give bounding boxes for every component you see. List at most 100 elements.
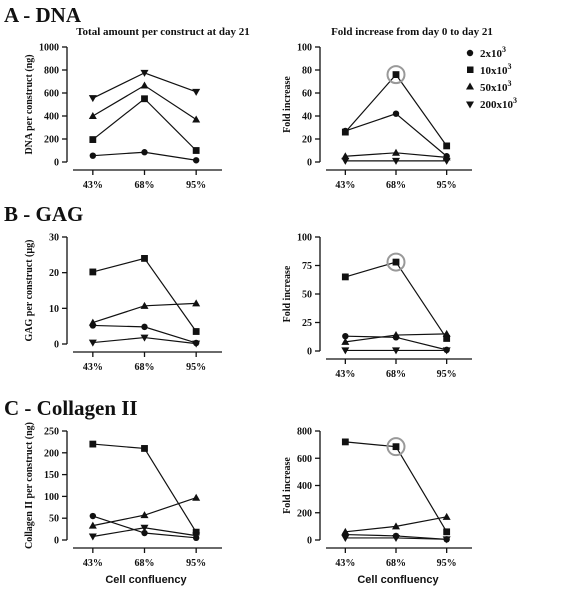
- data-point: [88, 521, 97, 529]
- series-line: [344, 73, 448, 147]
- highlight-ring: [386, 437, 406, 457]
- data-point: [341, 347, 350, 355]
- y-tick-label: 50: [49, 514, 59, 525]
- y-tick-label: 0: [54, 158, 59, 169]
- y-tick-label: 200: [44, 135, 59, 146]
- data-point: [141, 255, 148, 262]
- x-tick-label: 68%: [135, 180, 155, 191]
- series-2: [89, 95, 200, 154]
- data-point: [192, 493, 201, 501]
- y-tick-label: 800: [297, 427, 312, 438]
- data-point: [141, 445, 148, 452]
- y-axis-label: Fold increase: [282, 265, 293, 322]
- chart-a1: 0 200 400 600 800 1000 43% 68% 95% Total amount p…: [24, 26, 250, 191]
- data-point: [192, 147, 200, 154]
- y-axis-label: Collagen II per construct (ng): [24, 422, 35, 549]
- legend-item-4: 200x103: [466, 96, 517, 111]
- x-tick-label: 43%: [335, 180, 355, 191]
- x-tick-label: 68%: [386, 180, 406, 191]
- x-tick-label: 95%: [186, 558, 206, 569]
- series-2: [341, 258, 451, 342]
- data-point: [192, 528, 200, 536]
- x-tick-label: 68%: [135, 362, 155, 373]
- data-point: [89, 152, 97, 159]
- data-point: [140, 81, 149, 89]
- data-point: [141, 95, 148, 103]
- data-point: [141, 529, 148, 537]
- data-point: [89, 268, 97, 276]
- series-3: [88, 81, 201, 123]
- y-tick-label: 0: [307, 536, 312, 547]
- data-point: [442, 347, 451, 355]
- data-point: [341, 534, 350, 542]
- chart-title: Fold increase from day 0 to day 21: [331, 26, 493, 38]
- x-tick-label: 95%: [437, 369, 457, 380]
- series-line: [92, 257, 197, 332]
- series-2: [89, 440, 200, 536]
- chart-b1: 0 10 20 30 43% 68% 95% GAG per construct (µg): [24, 233, 222, 373]
- data-point: [88, 533, 97, 541]
- series-line: [92, 443, 197, 533]
- y-tick-label: 100: [297, 233, 312, 244]
- data-point: [341, 438, 349, 446]
- y-tick-label: 100: [297, 43, 312, 54]
- series-line: [345, 261, 448, 339]
- chart-c2: 0 200 400 600 800 43% 68% 95% Fold increase Cell …: [282, 427, 472, 586]
- series-2: [89, 255, 200, 335]
- chart-a2: 0 20 40 60 80 100 43% 68% 95% Fold increase from …: [282, 26, 493, 191]
- data-point: [140, 524, 149, 532]
- y-axis-label: DNA per construct (ng): [24, 54, 35, 154]
- data-point: [89, 136, 97, 143]
- data-point: [140, 301, 149, 309]
- x-tick-label: 43%: [83, 180, 103, 191]
- series-2: [341, 71, 451, 150]
- data-point: [392, 331, 400, 339]
- data-point: [392, 157, 400, 165]
- data-point: [192, 328, 200, 335]
- y-tick-label: 400: [44, 112, 59, 123]
- data-point: [341, 152, 350, 160]
- data-point: [140, 69, 149, 77]
- data-point: [341, 157, 350, 165]
- data-point: [141, 149, 148, 156]
- data-point: [341, 527, 350, 535]
- series-3: [341, 512, 451, 535]
- series-4: [88, 524, 201, 541]
- data-point: [442, 157, 451, 165]
- y-tick-label: 20: [302, 135, 312, 146]
- y-tick-label: 0: [307, 158, 312, 169]
- y-tick-label: 400: [297, 481, 312, 492]
- data-point: [392, 71, 400, 78]
- legend-marker-circle: [466, 49, 474, 57]
- y-tick-label: 200: [297, 508, 312, 519]
- highlight-ring: [386, 65, 406, 85]
- y-tick-label: 100: [44, 492, 59, 503]
- y-tick-label: 600: [297, 454, 312, 465]
- data-point: [192, 299, 201, 307]
- series-2: [341, 438, 451, 536]
- x-tick-label: 43%: [83, 362, 103, 373]
- x-tick-label: 95%: [186, 180, 206, 191]
- highlight-ring: [386, 252, 406, 272]
- legend-item-2: 10x103: [467, 62, 512, 77]
- y-tick-label: 200: [44, 448, 59, 459]
- data-point: [392, 148, 400, 156]
- x-tick-label: 43%: [83, 558, 103, 569]
- series-4: [341, 347, 451, 355]
- data-point: [88, 112, 97, 119]
- y-tick-label: 10: [49, 304, 59, 315]
- series-4: [341, 534, 451, 544]
- x-tick-label: 68%: [135, 558, 155, 569]
- y-tick-label: 50: [302, 290, 312, 301]
- data-point: [392, 347, 400, 355]
- legend-label-4: 200x103: [480, 96, 517, 111]
- data-point: [341, 128, 349, 136]
- y-tick-label: 150: [44, 470, 59, 481]
- data-point: [443, 142, 451, 150]
- data-point: [192, 157, 200, 164]
- y-tick-label: 600: [44, 89, 59, 100]
- data-point: [342, 332, 349, 340]
- legend-marker-triangle-up: [466, 82, 474, 90]
- section-title-a: A - DNA: [4, 3, 82, 27]
